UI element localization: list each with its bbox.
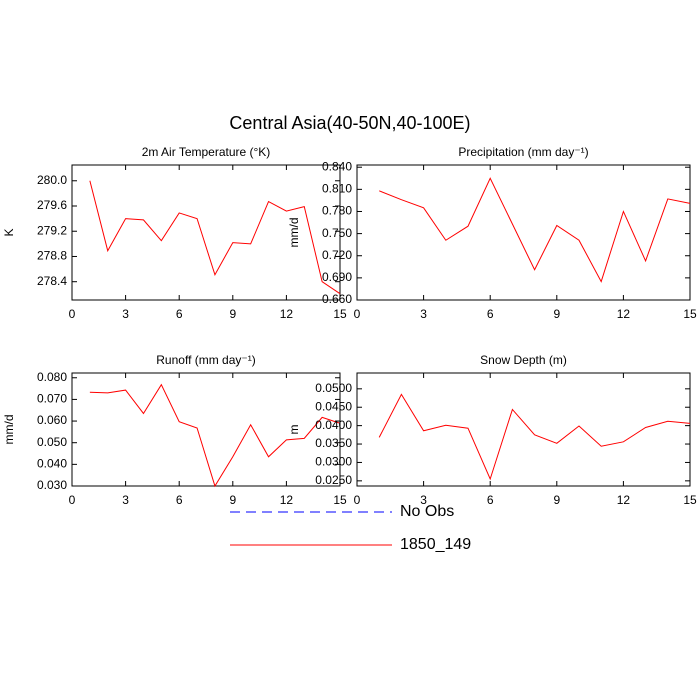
y-tick-label: 0.050 (37, 435, 67, 449)
x-tick-label: 6 (176, 307, 183, 321)
data-line (379, 177, 691, 283)
x-tick-label: 6 (176, 493, 183, 507)
y-tick-label: 0.690 (322, 270, 352, 284)
x-tick-label: 12 (280, 307, 294, 321)
x-tick-label: 15 (333, 307, 347, 321)
y-tick-label: 0.0500 (315, 381, 352, 395)
y-tick-label: 278.4 (37, 274, 67, 288)
x-tick-label: 12 (617, 493, 631, 507)
x-tick-label: 9 (553, 493, 560, 507)
legend-label: No Obs (400, 503, 454, 520)
panel-title: Snow Depth (m) (480, 353, 567, 367)
plot-frame (356, 372, 691, 487)
y-tick-label: 279.2 (37, 223, 67, 237)
y-tick-label: 278.8 (37, 249, 67, 263)
y-tick-label: 0.0300 (315, 455, 352, 469)
y-tick-label: 0.0250 (315, 473, 352, 487)
y-axis-label: m (287, 425, 301, 435)
x-tick-label: 3 (420, 307, 427, 321)
y-axis-label: K (2, 228, 16, 236)
x-tick-label: 0 (354, 493, 361, 507)
y-tick-label: 0.780 (322, 204, 352, 218)
y-tick-label: 0.0400 (315, 418, 352, 432)
x-tick-label: 9 (229, 493, 236, 507)
x-tick-label: 6 (487, 307, 494, 321)
y-tick-label: 0.030 (37, 478, 67, 492)
x-tick-label: 15 (683, 493, 697, 507)
plot-frame (71, 372, 341, 487)
y-tick-label: 0.840 (322, 159, 352, 173)
panel-title: 2m Air Temperature (°K) (142, 145, 271, 159)
y-tick-label: 0.810 (322, 182, 352, 196)
x-tick-label: 6 (487, 493, 494, 507)
data-line (89, 383, 341, 488)
x-tick-label: 9 (553, 307, 560, 321)
y-tick-label: 0.070 (37, 392, 67, 406)
legend-label: 1850_149 (400, 536, 471, 553)
y-tick-label: 0.060 (37, 413, 67, 427)
x-tick-label: 15 (683, 307, 697, 321)
panel-title: Runoff (mm day⁻¹) (156, 353, 255, 367)
x-tick-label: 3 (420, 493, 427, 507)
x-tick-label: 9 (229, 307, 236, 321)
plot-frame (71, 164, 341, 301)
x-tick-label: 0 (69, 307, 76, 321)
x-tick-label: 12 (280, 493, 294, 507)
y-tick-label: 0.080 (37, 370, 67, 384)
x-tick-label: 12 (617, 307, 631, 321)
y-tick-label: 0.660 (322, 292, 352, 306)
figure-title: Central Asia(40-50N,40-100E) (229, 113, 470, 133)
y-axis-label: mm/d (2, 415, 16, 445)
y-tick-label: 280.0 (37, 173, 67, 187)
y-axis-label: mm/d (287, 218, 301, 248)
plot-frame (356, 164, 691, 301)
y-tick-label: 0.0350 (315, 436, 352, 450)
x-tick-label: 3 (122, 307, 129, 321)
x-tick-label: 0 (354, 307, 361, 321)
y-tick-label: 279.6 (37, 198, 67, 212)
y-tick-label: 0.720 (322, 248, 352, 262)
y-tick-label: 0.040 (37, 457, 67, 471)
x-tick-label: 0 (69, 493, 76, 507)
data-line (378, 393, 691, 481)
data-line (89, 180, 341, 295)
y-tick-label: 0.0450 (315, 399, 352, 413)
y-tick-label: 0.750 (322, 226, 352, 240)
panel-title: Precipitation (mm day⁻¹) (458, 145, 588, 159)
x-tick-label: 15 (333, 493, 347, 507)
x-tick-label: 3 (122, 493, 129, 507)
